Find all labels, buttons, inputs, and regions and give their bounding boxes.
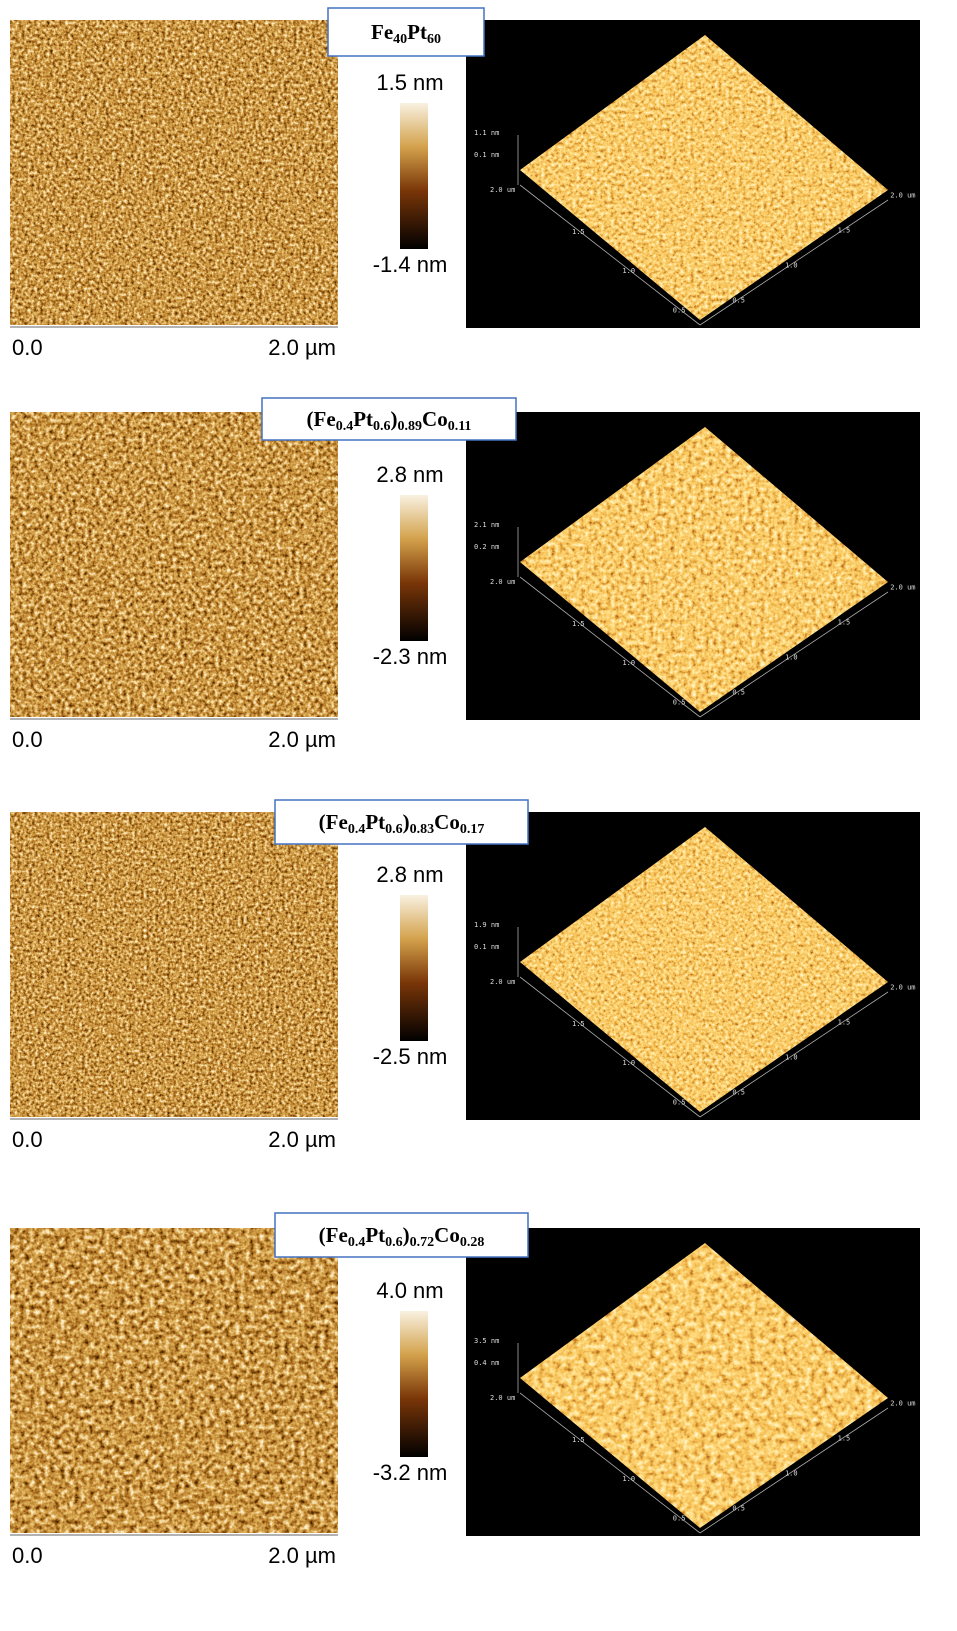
scale-start: 0.0 xyxy=(12,1127,43,1152)
colorbar xyxy=(400,1311,428,1457)
y-axis-label: 0.5 xyxy=(732,1089,745,1097)
label-subscript: 0.83 xyxy=(410,822,435,837)
afm-image-2d xyxy=(10,20,338,325)
afm-image-2d xyxy=(10,412,338,717)
x-axis-label: 0.5 xyxy=(673,1098,686,1106)
y-axis-label: 2.0 um xyxy=(890,584,915,592)
label-text: Pt xyxy=(353,407,373,431)
label-text: (Fe xyxy=(307,407,336,431)
label-text: (Fe xyxy=(319,810,348,834)
x-axis-label: 1.0 xyxy=(622,659,635,667)
z-axis-label: 0.2 nm xyxy=(474,543,499,551)
label-subscript: 0.6 xyxy=(373,419,391,434)
x-axis-label: 2.0 um xyxy=(490,1394,515,1402)
label-subscript: 0.11 xyxy=(448,419,472,434)
x-axis-label: 1.0 xyxy=(622,1475,635,1483)
label-text: ) xyxy=(403,810,410,834)
label-subscript: 0.17 xyxy=(460,822,485,837)
x-axis-label: 1.5 xyxy=(572,1436,585,1444)
scale-start: 0.0 xyxy=(12,727,43,752)
x-axis-label: 1.5 xyxy=(572,620,585,628)
colorbar xyxy=(400,895,428,1041)
scale-end: 2.0 µm xyxy=(268,727,336,752)
label-text: Pt xyxy=(365,1223,385,1247)
label-subscript: 0.6 xyxy=(385,822,403,837)
figure: 0.0 2.0 µm 1.5 nm -1.4 nm 1.1 nm 0.1 nm 2.0 um… xyxy=(0,0,957,1631)
colorbar-min: -3.2 nm xyxy=(373,1460,448,1485)
x-axis-label: 1.5 xyxy=(572,1020,585,1028)
z-axis-label: 1.1 nm xyxy=(474,129,499,137)
label-subscript: 40 xyxy=(393,32,407,47)
label-subscript: 0.4 xyxy=(348,822,366,837)
label-subscript: 0.4 xyxy=(348,1235,366,1250)
colorbar-max: 2.8 nm xyxy=(376,862,443,887)
x-axis-label: 0.5 xyxy=(673,1514,686,1522)
x-axis-label: 2.0 um xyxy=(490,978,515,986)
label-text: Co xyxy=(422,407,448,431)
label-text: Co xyxy=(434,810,460,834)
label-text: Pt xyxy=(407,20,427,44)
scale-end: 2.0 µm xyxy=(268,1543,336,1568)
colorbar-min: -2.3 nm xyxy=(373,644,448,669)
label-subscript: 0.4 xyxy=(336,419,354,434)
label-subscript: 0.28 xyxy=(460,1235,485,1250)
label-subscript: 0.72 xyxy=(410,1235,435,1250)
x-axis-label: 0.5 xyxy=(673,306,686,314)
label-text: Co xyxy=(434,1223,460,1247)
y-axis-label: 1.5 xyxy=(838,1019,851,1027)
scale-end: 2.0 µm xyxy=(268,1127,336,1152)
y-axis-label: 2.0 um xyxy=(890,1400,915,1408)
z-axis-label: 1.9 nm xyxy=(474,921,499,929)
y-axis-label: 1.0 xyxy=(785,1054,798,1062)
label-subscript: 0.6 xyxy=(385,1235,403,1250)
x-axis-label: 0.5 xyxy=(673,698,686,706)
y-axis-label: 0.5 xyxy=(732,297,745,305)
colorbar xyxy=(400,495,428,641)
z-axis-label: 0.4 nm xyxy=(474,1359,499,1367)
x-axis-label: 1.0 xyxy=(622,267,635,275)
scale-end: 2.0 µm xyxy=(268,335,336,360)
afm-image-2d xyxy=(10,812,338,1117)
x-axis-label: 1.5 xyxy=(572,228,585,236)
z-axis-label: 3.5 nm xyxy=(474,1337,499,1345)
y-axis-label: 2.0 um xyxy=(890,192,915,200)
colorbar-min: -2.5 nm xyxy=(373,1044,448,1069)
y-axis-label: 1.5 xyxy=(838,619,851,627)
y-axis-label: 0.5 xyxy=(732,1505,745,1513)
label-text: (Fe xyxy=(319,1223,348,1247)
afm-panel: 0.0 2.0 µm 2.8 nm -2.5 nm 1.9 nm 0.1 nm 2.0 um… xyxy=(10,800,920,1152)
colorbar-max: 4.0 nm xyxy=(376,1278,443,1303)
y-axis-label: 1.0 xyxy=(785,654,798,662)
y-axis-label: 1.5 xyxy=(838,227,851,235)
colorbar-max: 2.8 nm xyxy=(376,462,443,487)
y-axis-label: 1.0 xyxy=(785,262,798,270)
y-axis-label: 0.5 xyxy=(732,689,745,697)
colorbar-min: -1.4 nm xyxy=(373,252,448,277)
afm-image-2d xyxy=(10,1228,338,1533)
scale-start: 0.0 xyxy=(12,1543,43,1568)
colorbar xyxy=(400,103,428,249)
scale-start: 0.0 xyxy=(12,335,43,360)
label-text: Fe xyxy=(371,20,393,44)
x-axis-label: 2.0 um xyxy=(490,186,515,194)
afm-panel: 0.0 2.0 µm 2.8 nm -2.3 nm 2.1 nm 0.2 nm 2.0 um… xyxy=(10,398,920,752)
label-text: Pt xyxy=(365,810,385,834)
z-axis-label: 0.1 nm xyxy=(474,943,499,951)
y-axis-label: 2.0 um xyxy=(890,984,915,992)
y-axis-label: 1.0 xyxy=(785,1470,798,1478)
label-subscript: 0.89 xyxy=(398,419,423,434)
label-text: ) xyxy=(391,407,398,431)
z-axis-label: 2.1 nm xyxy=(474,521,499,529)
x-axis-label: 2.0 um xyxy=(490,578,515,586)
colorbar-max: 1.5 nm xyxy=(376,70,443,95)
afm-panel: 0.0 2.0 µm 1.5 nm -1.4 nm 1.1 nm 0.1 nm 2.0 um… xyxy=(10,8,920,360)
y-axis-label: 1.5 xyxy=(838,1435,851,1443)
z-axis-label: 0.1 nm xyxy=(474,151,499,159)
label-subscript: 60 xyxy=(427,32,441,47)
x-axis-label: 1.0 xyxy=(622,1059,635,1067)
label-text: ) xyxy=(403,1223,410,1247)
afm-panel: 0.0 2.0 µm 4.0 nm -3.2 nm 3.5 nm 0.4 nm 2.0 um… xyxy=(10,1213,920,1568)
